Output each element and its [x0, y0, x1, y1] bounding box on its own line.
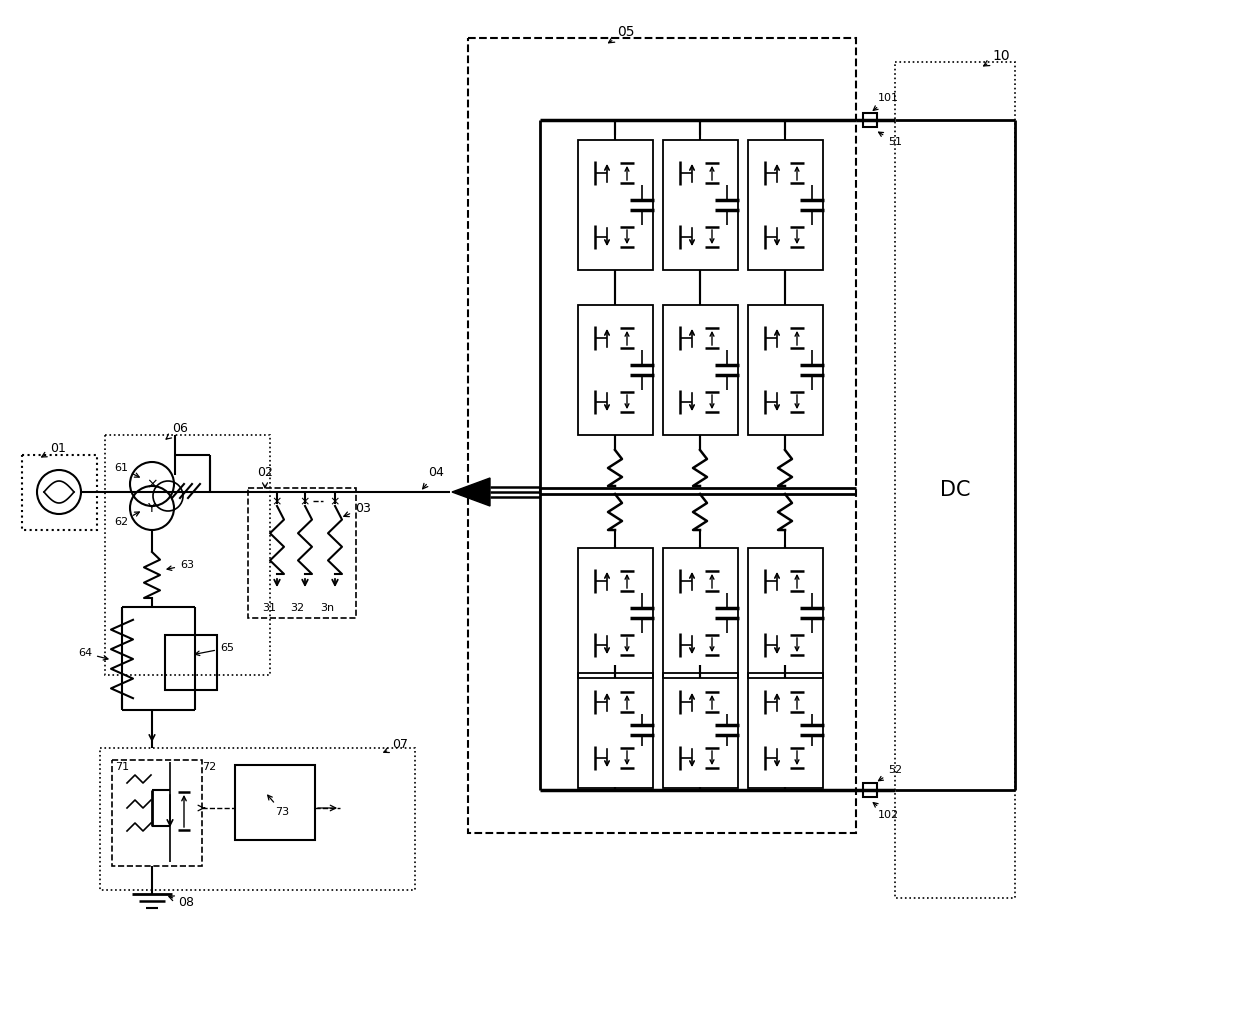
Text: 51: 51 [879, 132, 901, 147]
Text: ×: × [272, 495, 283, 509]
Text: 64: 64 [78, 648, 108, 660]
Bar [663, 140, 738, 270]
Bar [112, 760, 202, 866]
Bar [863, 783, 877, 797]
Text: 3n: 3n [320, 603, 334, 613]
Bar [748, 548, 823, 678]
Text: ×: × [330, 495, 340, 509]
Text: 07: 07 [384, 739, 408, 752]
Bar [663, 305, 738, 436]
Text: 62: 62 [114, 512, 139, 527]
Text: 01: 01 [42, 442, 66, 457]
Bar [863, 112, 877, 127]
Bar [578, 305, 653, 436]
Text: 65: 65 [195, 643, 234, 655]
Text: 02: 02 [257, 466, 273, 488]
Bar [663, 548, 738, 678]
Bar [22, 455, 97, 530]
Text: 31: 31 [262, 603, 277, 613]
Text: 32: 32 [290, 603, 304, 613]
Text: 73: 73 [268, 796, 289, 817]
Bar [748, 140, 823, 270]
Bar [236, 765, 315, 840]
Text: 71: 71 [115, 762, 129, 772]
Text: 05: 05 [609, 25, 635, 42]
Text: ×: × [146, 477, 157, 491]
Text: 61: 61 [114, 463, 139, 477]
Text: ×: × [300, 495, 310, 509]
Bar [105, 436, 270, 675]
Bar [248, 488, 356, 618]
Text: 06: 06 [166, 421, 188, 440]
Text: 52: 52 [878, 765, 903, 781]
Bar [165, 635, 217, 690]
Text: 63: 63 [167, 560, 193, 571]
Bar [578, 673, 653, 788]
Text: 10: 10 [983, 49, 1009, 66]
Text: 04: 04 [423, 466, 444, 489]
Bar [895, 62, 1016, 898]
Bar [100, 748, 415, 890]
Polygon shape [453, 478, 490, 506]
Text: 72: 72 [202, 762, 216, 772]
Bar [748, 305, 823, 436]
Text: DC: DC [940, 480, 970, 499]
Text: 03: 03 [343, 502, 371, 517]
Text: 08: 08 [169, 896, 193, 909]
Bar [467, 38, 856, 833]
Text: Y: Y [149, 502, 156, 515]
Text: 102: 102 [873, 803, 899, 820]
Bar [748, 673, 823, 788]
Bar [578, 548, 653, 678]
Text: 101: 101 [873, 93, 899, 110]
Bar [578, 140, 653, 270]
Bar [663, 673, 738, 788]
